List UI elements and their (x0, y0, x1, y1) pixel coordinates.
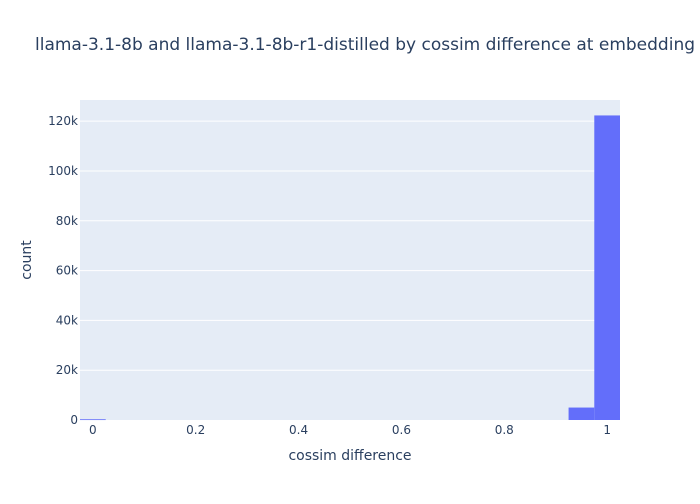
gridlines (80, 120, 620, 371)
plot-area (80, 100, 620, 420)
y-tick-label: 100k (48, 164, 78, 178)
x-tick-label: 0.4 (289, 423, 308, 437)
histogram-bar (594, 115, 620, 420)
chart-title: llama-3.1-8b and llama-3.1-8b-r1-distill… (35, 35, 695, 55)
x-tick-label: 0.2 (186, 423, 205, 437)
x-tick-labels: 0 0.2 0.4 0.6 0.8 1 (89, 423, 611, 437)
x-tick-label: 1 (603, 423, 611, 437)
x-tick-label: 0.6 (392, 423, 411, 437)
y-axis-title: count (19, 240, 35, 280)
x-tick-label: 0 (89, 423, 97, 437)
y-tick-labels: 0 20k 40k 60k 80k 100k 120k (48, 114, 78, 427)
y-tick-label: 60k (56, 264, 78, 278)
y-tick-label: 80k (56, 214, 78, 228)
y-tick-label: 20k (56, 363, 78, 377)
histogram-bar (80, 419, 106, 421)
y-tick-label: 120k (48, 114, 78, 128)
x-axis-title: cossim difference (288, 448, 411, 464)
histogram-bar (568, 407, 595, 420)
y-tick-label: 40k (56, 313, 78, 327)
x-tick-label: 0.8 (495, 423, 514, 437)
y-tick-label: 0 (70, 413, 78, 427)
bars (80, 115, 620, 421)
